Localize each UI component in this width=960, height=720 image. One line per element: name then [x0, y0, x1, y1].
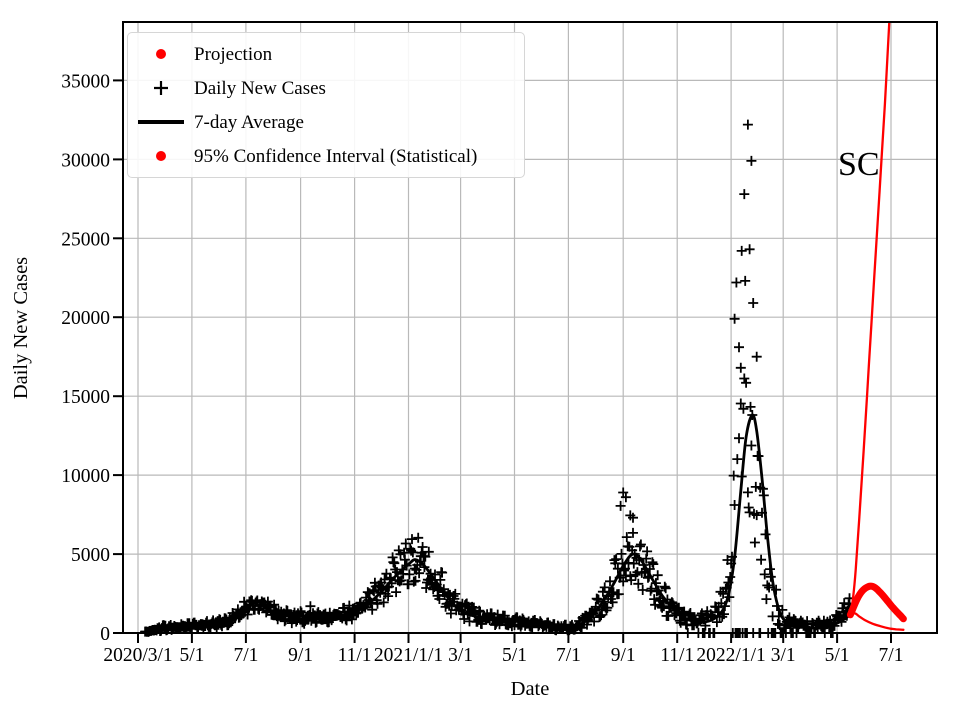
y-tick-label: 15000 [61, 387, 110, 408]
annotations: SC [838, 146, 880, 183]
y-tick-label: 30000 [61, 150, 110, 171]
state-annotation: SC [838, 146, 880, 183]
daily-new-cases-scatter [140, 119, 856, 638]
x-tick-label: 3/1 [771, 645, 796, 666]
legend-item-daily-new-cases: Daily New Cases [128, 79, 524, 98]
y-tick-label: 25000 [61, 229, 110, 250]
black-line-marker-icon [138, 120, 184, 124]
x-tick-label: 2022/1/1 [696, 645, 765, 666]
y-axis-title: Daily New Cases [10, 257, 32, 399]
axis-ticks [113, 79, 892, 643]
x-axis-title: Date [511, 678, 550, 700]
x-tick-label: 7/1 [233, 645, 258, 666]
axis-tick-labels: 2020/3/1 5/1 7/1 9/1 11/1 2021/1/1 3/1 5/1 7/1 9/… [61, 71, 903, 666]
legend: Projection Daily New Cases 7-day Average… [127, 32, 525, 178]
x-tick-label: 3/1 [448, 645, 473, 666]
x-tick-label: 5/1 [179, 645, 204, 666]
y-tick-label: 0 [100, 624, 110, 645]
ci-upper-line [849, 22, 891, 616]
projection-curve [846, 582, 907, 623]
x-tick-label: 7/1 [879, 645, 904, 666]
x-tick-label: 9/1 [611, 645, 636, 666]
x-tick-label: 7/1 [556, 645, 581, 666]
y-tick-label: 10000 [61, 466, 110, 487]
legend-label: 7-day Average [194, 111, 304, 133]
legend-item-projection: Projection [128, 45, 524, 64]
x-tick-label: 9/1 [288, 645, 313, 666]
daily-new-cases-scatter-layer [140, 119, 856, 638]
x-tick-label: 11/1 [660, 645, 694, 666]
x-tick-label: 5/1 [502, 645, 527, 666]
legend-label: 95% Confidence Interval (Statistical) [194, 145, 478, 167]
legend-item-7-day-average: 7-day Average [128, 113, 524, 132]
legend-label: Projection [194, 43, 273, 65]
legend-label: Daily New Cases [194, 77, 326, 99]
x-tick-label: 5/1 [825, 645, 850, 666]
ci-lower-line [849, 612, 905, 631]
red-dot-marker-icon [156, 49, 166, 59]
red-dot-marker-icon [156, 151, 166, 161]
plot-border [122, 21, 938, 634]
y-tick-label: 20000 [61, 308, 110, 329]
x-tick-label: 2021/1/1 [374, 645, 443, 666]
series-lines-layer [149, 22, 907, 633]
seven-day-average-line [149, 413, 852, 633]
plus-marker-icon [154, 81, 168, 95]
y-tick-label: 5000 [71, 545, 110, 566]
legend-item-confidence-interval: 95% Confidence Interval (Statistical) [128, 147, 524, 166]
y-tick-label: 35000 [61, 71, 110, 92]
x-tick-label: 2020/3/1 [103, 645, 172, 666]
x-tick-label: 11/1 [338, 645, 372, 666]
